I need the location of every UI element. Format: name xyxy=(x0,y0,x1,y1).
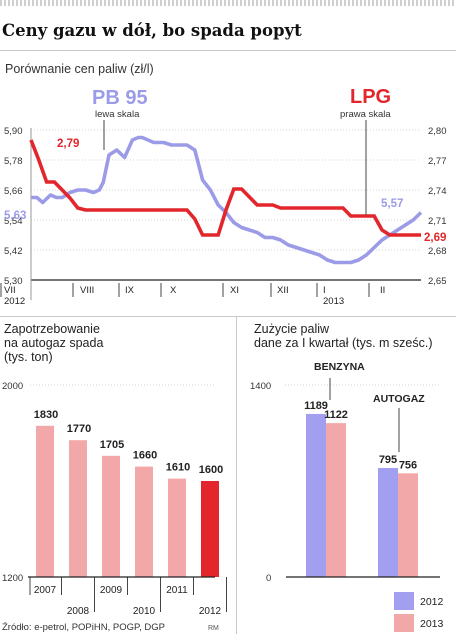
signature: RM xyxy=(208,625,219,632)
source-note: Źródło: e-petrol, POPiHN, POGP, DGP xyxy=(2,622,165,633)
year-label: 2012 xyxy=(4,296,25,307)
bar-2013 xyxy=(326,423,346,577)
line-chart-title: Porównanie cen paliw (zł/l) xyxy=(5,62,154,76)
month-tick-label: IX xyxy=(125,285,135,296)
right-axis-tick: 2,65 xyxy=(428,276,447,287)
series-name-lpg: LPG xyxy=(350,86,391,108)
month-tick-label: XI xyxy=(230,285,239,296)
right-axis-tick: 2,77 xyxy=(428,156,447,167)
top-stripe xyxy=(0,0,456,6)
bar-2012 xyxy=(378,467,398,577)
lpg-start-value: 2,79 xyxy=(57,138,79,150)
series-note-pb95: lewa skala xyxy=(95,109,140,120)
month-tick-label: XII xyxy=(277,285,289,296)
bar xyxy=(36,425,54,577)
month-tick-label: X xyxy=(170,285,177,296)
left-axis-tick: 5,42 xyxy=(4,246,23,257)
bar xyxy=(135,466,153,577)
x-tick-label: 2012 xyxy=(199,606,222,617)
bar-chart-1-title: (tys. ton) xyxy=(4,350,53,364)
y-tick-label: 2000 xyxy=(2,381,23,392)
x-tick-label: 2010 xyxy=(133,606,156,617)
legend-label: 2012 xyxy=(420,596,444,608)
right-axis-tick: 2,74 xyxy=(428,186,447,197)
right-axis-tick: 2,80 xyxy=(428,126,447,137)
bar xyxy=(102,455,120,577)
bar-value-label: 1770 xyxy=(67,423,91,435)
series-name-pb95: PB 95 xyxy=(92,87,148,109)
y-tick-label: 1400 xyxy=(250,381,271,392)
bar xyxy=(201,481,219,577)
bar-chart-2-title: Zużycie paliw xyxy=(254,322,330,336)
left-axis-tick: 5,78 xyxy=(4,156,23,167)
bar xyxy=(168,478,186,577)
y-tick-label: 1200 xyxy=(2,573,23,584)
legend-swatch-2012 xyxy=(394,592,414,610)
bar-value-label: 756 xyxy=(399,459,417,471)
bar xyxy=(69,440,87,577)
x-tick-label: 2011 xyxy=(166,585,188,596)
pb95-end-value: 5,57 xyxy=(381,198,403,210)
pb95-start-value: 5,63 xyxy=(4,210,26,222)
legend-swatch-2013 xyxy=(394,614,414,632)
month-tick-label: VII xyxy=(4,285,16,296)
series-note-lpg: prawa skala xyxy=(340,109,391,120)
month-tick-label: II xyxy=(380,285,385,296)
x-tick-label: 2009 xyxy=(100,585,123,596)
bar-2012 xyxy=(306,413,326,577)
right-axis-tick: 2,71 xyxy=(428,216,447,227)
legend-label: 2013 xyxy=(420,618,444,630)
page-title: Ceny gazu w dół, bo spada popyt xyxy=(2,21,302,40)
bar-value-label: 795 xyxy=(379,454,397,466)
right-axis-tick: 2,68 xyxy=(428,246,447,257)
category-label: BENZYNA xyxy=(314,361,365,373)
left-axis-tick: 5,30 xyxy=(4,276,23,287)
left-axis-tick: 5,66 xyxy=(4,186,23,197)
bar-value-label: 1830 xyxy=(34,409,58,421)
divider-vertical xyxy=(236,316,237,634)
left-axis-tick: 5,54 xyxy=(4,216,23,227)
month-tick-label: I xyxy=(323,285,326,296)
lpg-end-value: 2,69 xyxy=(424,232,446,244)
bar-2013 xyxy=(398,473,418,577)
divider-middle xyxy=(0,316,456,317)
bar-value-label: 1660 xyxy=(133,450,157,462)
bar-chart-2-title: dane za I kwartał (tys. m sześc.) xyxy=(254,336,433,350)
category-label: AUTOGAZ xyxy=(373,393,425,405)
bar-value-label: 1705 xyxy=(100,439,124,451)
bar-chart-1-title: Zapotrzebowanie xyxy=(4,322,100,336)
x-tick-label: 2008 xyxy=(67,606,90,617)
price-line-chart: 5,90 5,78 5,66 5,54 5,42 5,30 2,80 2,77 2,74 2,71… xyxy=(0,86,447,307)
month-tick-label: VIII xyxy=(80,285,94,296)
left-axis-tick: 5,90 xyxy=(4,126,23,137)
divider-top xyxy=(0,50,456,51)
year-label: 2013 xyxy=(323,296,344,307)
bar-value-label: 1600 xyxy=(199,464,223,476)
series-line-pb95 xyxy=(31,135,423,265)
bar-value-label: 1189 xyxy=(304,400,328,412)
series-line-lpg xyxy=(29,139,421,237)
bar-value-label: 1122 xyxy=(324,409,348,421)
bar-value-label: 1610 xyxy=(166,462,190,474)
y-tick-label: 0 xyxy=(266,573,271,584)
bar-chart-1-title: na autogaz spada xyxy=(4,336,103,350)
x-tick-label: 2007 xyxy=(34,585,57,596)
